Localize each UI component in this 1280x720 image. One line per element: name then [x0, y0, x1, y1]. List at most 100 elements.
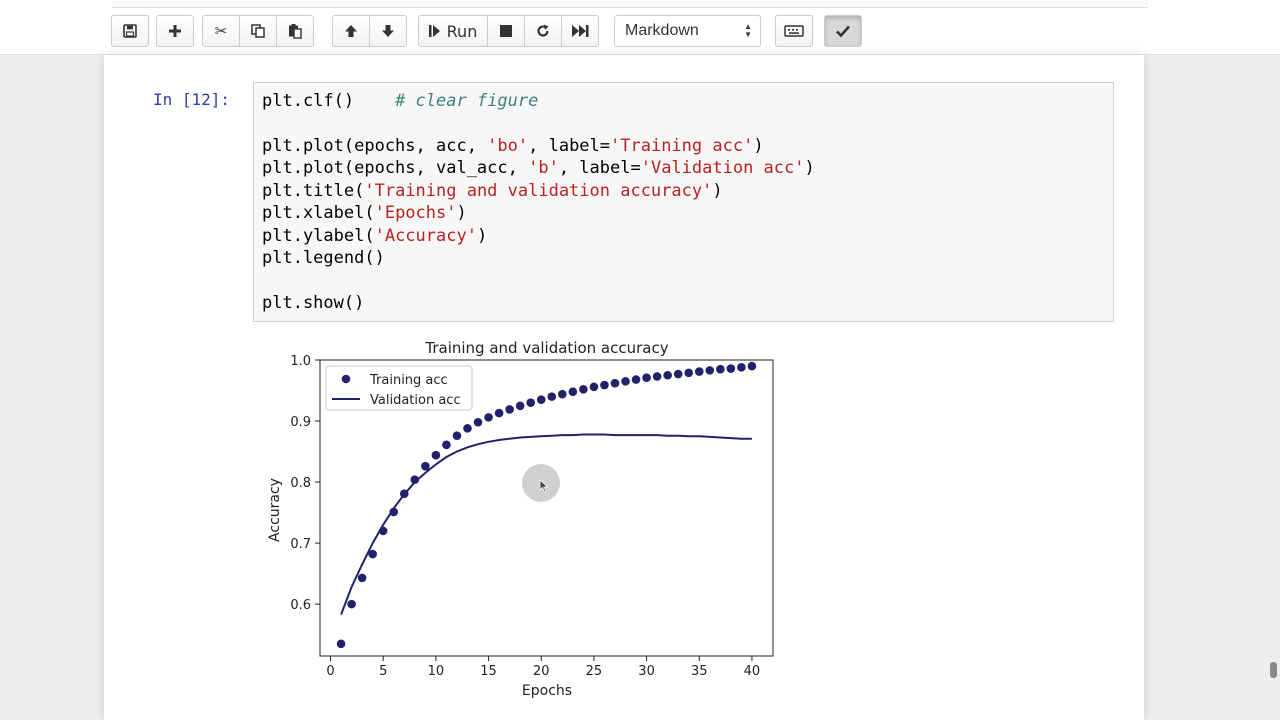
- training-acc-point: [652, 372, 662, 381]
- training-acc-point: [336, 639, 346, 649]
- training-acc-point: [631, 375, 641, 384]
- code-line: plt.xlabel('Epochs'): [262, 203, 467, 223]
- y-tick-label: 0.7: [290, 537, 311, 552]
- cell-input-prompt: In [12]:: [153, 90, 231, 109]
- x-tick-label: 5: [379, 664, 387, 679]
- insert-group: [156, 15, 194, 47]
- training-acc-point: [600, 380, 609, 390]
- y-tick-label: 0.8: [290, 476, 311, 491]
- training-acc-point: [642, 373, 651, 382]
- legend-box: [325, 365, 473, 411]
- training-acc-point: [452, 431, 462, 440]
- chart-legend: Training acc Validation acc: [325, 365, 473, 411]
- training-acc-point: [494, 408, 504, 418]
- restart-run-all-button[interactable]: [561, 15, 599, 47]
- training-acc-point: [515, 401, 525, 411]
- save-button[interactable]: [111, 15, 149, 47]
- training-acc-point: [526, 398, 535, 408]
- check-icon: [836, 25, 850, 38]
- copy-icon: [251, 24, 265, 38]
- code-line: plt.plot(epochs, acc, 'bo', label='Train…: [262, 136, 764, 156]
- code-line: plt.clf() # clear figure: [262, 91, 539, 111]
- y-tick-label: 0.6: [290, 598, 311, 613]
- x-axis-label: Epochs: [522, 683, 572, 699]
- training-acc-point: [431, 450, 441, 460]
- x-tick-label: 25: [586, 664, 603, 679]
- y-tick-label: 0.9: [290, 415, 311, 430]
- plus-icon: [169, 25, 181, 37]
- notebook-toolbar: ✂: [0, 0, 1280, 55]
- x-tick-label: 10: [428, 664, 445, 679]
- training-acc-point: [505, 405, 514, 414]
- cell-type-select[interactable]: Markdown ▲ ▼: [614, 15, 761, 47]
- celltoolbar-toggle-button[interactable]: [824, 15, 862, 47]
- training-acc-point: [589, 382, 599, 392]
- training-acc-point: [737, 363, 746, 372]
- training-acc-point: [558, 389, 567, 399]
- training-acc-point: [410, 475, 420, 484]
- training-acc-point: [684, 368, 694, 378]
- training-acc-point: [347, 599, 356, 609]
- code-line: plt.legend(): [262, 248, 385, 268]
- training-acc-point: [547, 392, 557, 401]
- legend-label-validation: Validation acc: [370, 393, 461, 408]
- code-cell-editor[interactable]: plt.clf() # clear figure plt.plot(epochs…: [253, 82, 1114, 322]
- cut-button[interactable]: ✂: [202, 15, 240, 47]
- save-icon: [123, 24, 137, 38]
- copy-button[interactable]: [239, 15, 277, 47]
- command-palette-button[interactable]: [775, 15, 813, 47]
- run-button[interactable]: Run: [418, 15, 488, 47]
- keyboard-group: [775, 15, 813, 47]
- legend-point-marker: [341, 374, 351, 384]
- celltoolbar-group: [824, 15, 862, 47]
- stop-icon: [500, 25, 512, 37]
- series-layer: [336, 361, 757, 649]
- x-tick-label: 35: [691, 664, 708, 679]
- restart-icon: [537, 24, 549, 37]
- training-acc-point: [705, 366, 715, 375]
- validation-acc-line: [340, 433, 752, 615]
- mouse-cursor-icon: [539, 479, 549, 493]
- code-line: plt.show(): [262, 293, 365, 313]
- y-axis-label: Accuracy: [267, 478, 283, 542]
- training-acc-point: [463, 424, 472, 433]
- move-down-button[interactable]: [369, 15, 407, 47]
- arrow-up-icon: [345, 25, 357, 37]
- legend-label-training: Training acc: [369, 373, 448, 388]
- training-acc-point: [621, 377, 630, 386]
- accuracy-chart: Training and validation accuracy Epochs …: [267, 339, 774, 699]
- training-acc-point: [747, 361, 757, 371]
- select-arrows-icon: ▲ ▼: [744, 22, 752, 39]
- training-acc-point: [610, 378, 620, 388]
- paste-icon: [289, 24, 302, 39]
- training-acc-point: [726, 364, 736, 373]
- training-acc-point: [357, 573, 367, 583]
- edit-group: ✂: [202, 15, 314, 47]
- step-forward-icon: [428, 25, 440, 37]
- training-acc-point: [694, 367, 704, 376]
- x-tick-label: 30: [638, 664, 655, 679]
- cell-type-value: Markdown: [625, 22, 699, 39]
- training-acc-point: [568, 387, 578, 397]
- chart-title: Training and validation accuracy: [424, 339, 668, 357]
- save-group: [111, 15, 149, 47]
- insert-cell-button[interactable]: [156, 15, 194, 47]
- move-group: [332, 15, 407, 47]
- training-acc-point: [368, 549, 377, 559]
- keyboard-icon: [784, 25, 804, 37]
- code-line: plt.title('Training and validation accur…: [262, 181, 723, 201]
- y-tick-label: 1.0: [290, 354, 311, 369]
- training-acc-point: [663, 370, 672, 380]
- paste-button[interactable]: [276, 15, 314, 47]
- training-acc-point: [442, 440, 451, 450]
- x-tick-label: 0: [326, 664, 334, 679]
- run-label: Run: [446, 21, 478, 41]
- page-scrollbar-thumb[interactable]: [1270, 662, 1277, 678]
- restart-kernel-button[interactable]: [524, 15, 562, 47]
- code-comment: # clear figure: [395, 91, 539, 111]
- training-acc-point: [579, 384, 588, 394]
- move-up-button[interactable]: [332, 15, 370, 47]
- interrupt-button[interactable]: [487, 15, 525, 47]
- x-tick-label: 40: [744, 664, 761, 679]
- code-line: plt.ylabel('Accuracy'): [262, 226, 488, 246]
